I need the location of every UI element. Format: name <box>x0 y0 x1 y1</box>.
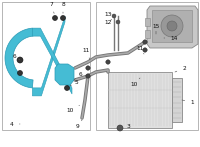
Polygon shape <box>32 16 65 96</box>
Bar <box>96 2 198 130</box>
Polygon shape <box>55 64 74 85</box>
Circle shape <box>64 86 70 91</box>
Text: 6: 6 <box>74 71 82 80</box>
Bar <box>152 10 192 42</box>
Text: 10: 10 <box>130 78 140 86</box>
Circle shape <box>112 14 116 18</box>
Text: 11: 11 <box>136 46 144 54</box>
Text: 15: 15 <box>152 24 160 34</box>
Bar <box>108 72 172 128</box>
Circle shape <box>143 48 147 52</box>
Text: 10: 10 <box>66 105 80 112</box>
Circle shape <box>167 21 177 31</box>
Circle shape <box>18 71 22 76</box>
Polygon shape <box>147 6 198 48</box>
Text: 4: 4 <box>10 122 20 127</box>
Circle shape <box>86 66 90 70</box>
Bar <box>145 18 150 26</box>
Circle shape <box>161 15 183 37</box>
Text: 2: 2 <box>175 66 186 72</box>
Circle shape <box>116 20 120 24</box>
Text: 6: 6 <box>12 54 20 60</box>
Text: 1: 1 <box>182 100 194 105</box>
Bar <box>2 2 90 130</box>
Polygon shape <box>5 28 33 88</box>
Text: 8: 8 <box>61 1 65 13</box>
Circle shape <box>60 15 66 20</box>
Text: 5: 5 <box>70 80 78 86</box>
Circle shape <box>17 57 23 63</box>
Bar <box>172 78 182 122</box>
Circle shape <box>117 125 123 131</box>
Text: 13: 13 <box>104 11 112 16</box>
Text: 9: 9 <box>76 120 82 128</box>
Polygon shape <box>32 28 72 94</box>
Text: 3: 3 <box>120 123 130 128</box>
Circle shape <box>52 15 58 20</box>
Text: 11: 11 <box>82 47 90 60</box>
Text: 7: 7 <box>49 1 54 13</box>
Circle shape <box>143 40 147 44</box>
Circle shape <box>86 74 90 78</box>
Bar <box>145 30 150 38</box>
Text: 12: 12 <box>104 20 112 25</box>
Circle shape <box>106 60 110 64</box>
Text: 14: 14 <box>164 35 178 41</box>
